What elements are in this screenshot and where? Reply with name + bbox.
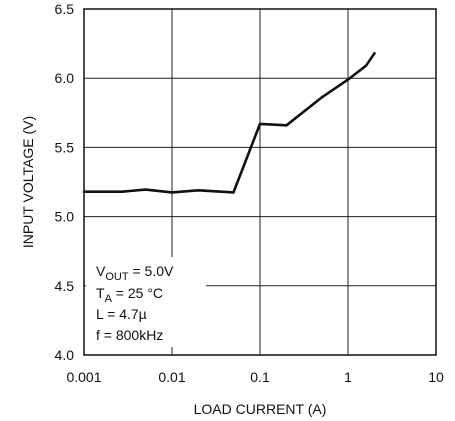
- x-tick-label: 1: [344, 369, 352, 385]
- y-tick-label: 5.0: [55, 209, 75, 225]
- x-tick-label: 0.01: [158, 369, 185, 385]
- series-line: [82, 52, 376, 194]
- y-tick-label: 6.0: [55, 70, 75, 86]
- y-axis-label: INPUT VOLTAGE (V): [20, 116, 36, 248]
- y-tick-label: 6.5: [55, 1, 75, 17]
- annotation-line: f = 800kHz: [96, 327, 163, 343]
- series-layer: [82, 52, 376, 194]
- x-tick-label: 0.1: [250, 369, 270, 385]
- annotation-line: TA = 25 °C: [96, 285, 163, 305]
- annotation-line: L = 4.7µ: [96, 306, 147, 322]
- plot-frame: [83, 8, 437, 356]
- y-tick-label: 5.5: [55, 139, 75, 155]
- tick-labels: 0.001 0.01 0.1 1 10 4.0 4.5 5.0 5.5 6.0 6.5: [55, 1, 444, 385]
- annotation-line: VOUT = 5.0V: [96, 263, 174, 283]
- x-tick-label: 10: [428, 369, 444, 385]
- annotation-background: [86, 257, 206, 347]
- x-axis-label: LOAD CURRENT (A): [194, 401, 327, 417]
- y-tick-label: 4.0: [55, 347, 75, 363]
- x-tick-label: 0.001: [66, 369, 101, 385]
- y-tick-label: 4.5: [55, 278, 75, 294]
